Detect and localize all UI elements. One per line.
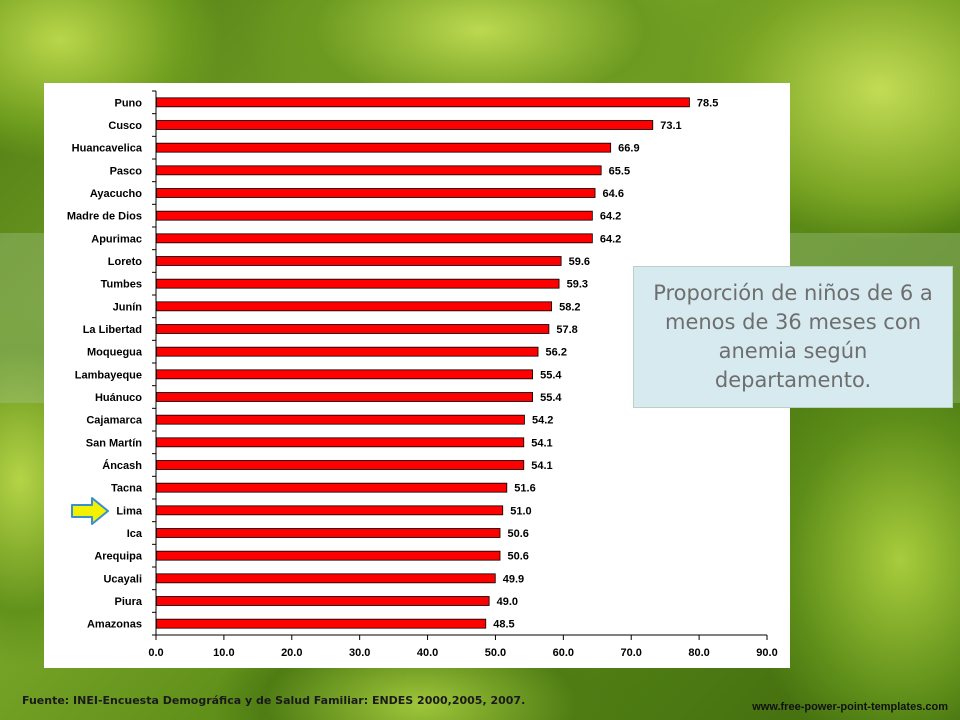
bar-14	[156, 392, 534, 402]
category-label: Huancavelica	[72, 143, 143, 155]
bar-11	[156, 324, 550, 334]
bar-16	[156, 437, 525, 448]
category-label: Ayacucho	[90, 188, 142, 200]
category-label: Puno	[115, 97, 143, 109]
category-label: Loreto	[108, 256, 143, 268]
data-label: 78.5	[697, 97, 718, 109]
x-tick-label: 90.0	[756, 647, 777, 659]
x-tick-label: 40.0	[417, 647, 438, 659]
caption-box: Proporción de niños de 6 a menos de 36 m…	[633, 266, 953, 408]
x-tick-label: 80.0	[688, 647, 709, 659]
data-label: 55.4	[540, 392, 562, 404]
data-label: 51.6	[514, 483, 535, 495]
data-label: 49.9	[503, 573, 524, 585]
category-label: Ucayali	[103, 573, 142, 585]
bar-8	[156, 256, 562, 266]
bar-9	[156, 278, 560, 289]
bar-7	[156, 233, 593, 244]
data-label: 64.6	[603, 188, 624, 200]
data-label: 50.6	[508, 551, 529, 563]
category-label: Junín	[113, 301, 143, 313]
data-label: 65.5	[609, 165, 630, 177]
bar-13	[156, 369, 534, 380]
bar-23	[156, 596, 490, 606]
bar-chart: Puno 78.5 Cusco 73.1 Huancavelica 66.9 Pasco 65…	[67, 90, 778, 659]
category-label: Lima	[116, 505, 143, 517]
category-label: Cusco	[108, 120, 142, 132]
data-label: 48.5	[493, 619, 514, 631]
bar-21	[156, 550, 501, 561]
data-label: 57.8	[556, 324, 577, 336]
bar-4	[156, 165, 602, 176]
chart-caption: Proporción de niños de 6 a menos de 36 m…	[653, 281, 933, 392]
bar-12	[156, 346, 539, 357]
x-tick-label: 0.0	[148, 647, 163, 659]
data-label: 54.1	[531, 460, 552, 472]
data-label: 55.4	[540, 369, 562, 381]
data-label: 59.6	[569, 256, 590, 268]
x-tick-label: 30.0	[349, 647, 370, 659]
x-tick-label: 70.0	[621, 647, 642, 659]
bar-19	[156, 505, 504, 516]
category-label: Cajamarca	[86, 415, 143, 427]
bar-1	[156, 97, 690, 108]
data-label: 49.0	[497, 596, 518, 608]
bar-22	[156, 573, 496, 584]
bar-20	[156, 528, 501, 538]
data-label: 73.1	[660, 120, 681, 132]
x-tick-label: 20.0	[281, 647, 302, 659]
data-label: 64.2	[600, 233, 621, 245]
bar-15	[156, 414, 525, 425]
x-tick-label: 60.0	[553, 647, 574, 659]
x-tick-label: 10.0	[213, 647, 234, 659]
bar-17	[156, 460, 525, 470]
category-label: Áncash	[102, 459, 142, 472]
category-label: Pasco	[110, 165, 143, 177]
category-label: Ica	[127, 528, 143, 540]
category-label: San Martín	[86, 437, 143, 449]
bar-6	[156, 210, 593, 221]
bar-18	[156, 482, 508, 493]
bar-2	[156, 120, 654, 130]
bar-3	[156, 142, 612, 153]
data-label: 66.9	[618, 143, 639, 155]
category-label: Madre de Dios	[67, 211, 142, 223]
category-label: Piura	[114, 596, 142, 608]
data-label: 56.2	[546, 347, 567, 359]
source-note: Fuente: INEI-Encuesta Demográfica y de S…	[22, 694, 526, 707]
data-label: 50.6	[508, 528, 529, 540]
data-label: 51.0	[510, 505, 531, 517]
category-label: Amazonas	[87, 619, 142, 631]
data-label: 54.2	[532, 415, 553, 427]
category-label: Huánuco	[95, 392, 142, 404]
category-label: Lambayeque	[75, 369, 142, 381]
data-label: 59.3	[567, 279, 588, 291]
highlight-arrow-icon	[71, 497, 109, 525]
data-label: 58.2	[559, 301, 580, 313]
category-label: Apurimac	[91, 233, 142, 245]
bar-10	[156, 301, 553, 312]
category-label: Arequipa	[94, 551, 143, 563]
data-label: 64.2	[600, 211, 621, 223]
data-label: 54.1	[531, 437, 552, 449]
website-link[interactable]: www.free-power-point-templates.com	[752, 701, 948, 713]
x-tick-label: 50.0	[485, 647, 506, 659]
category-label: Tumbes	[101, 279, 142, 291]
bar-5	[156, 188, 596, 198]
category-label: La Libertad	[83, 324, 142, 336]
category-label: Tacna	[111, 483, 143, 495]
category-label: Moquegua	[87, 347, 143, 359]
bar-24	[156, 618, 487, 629]
